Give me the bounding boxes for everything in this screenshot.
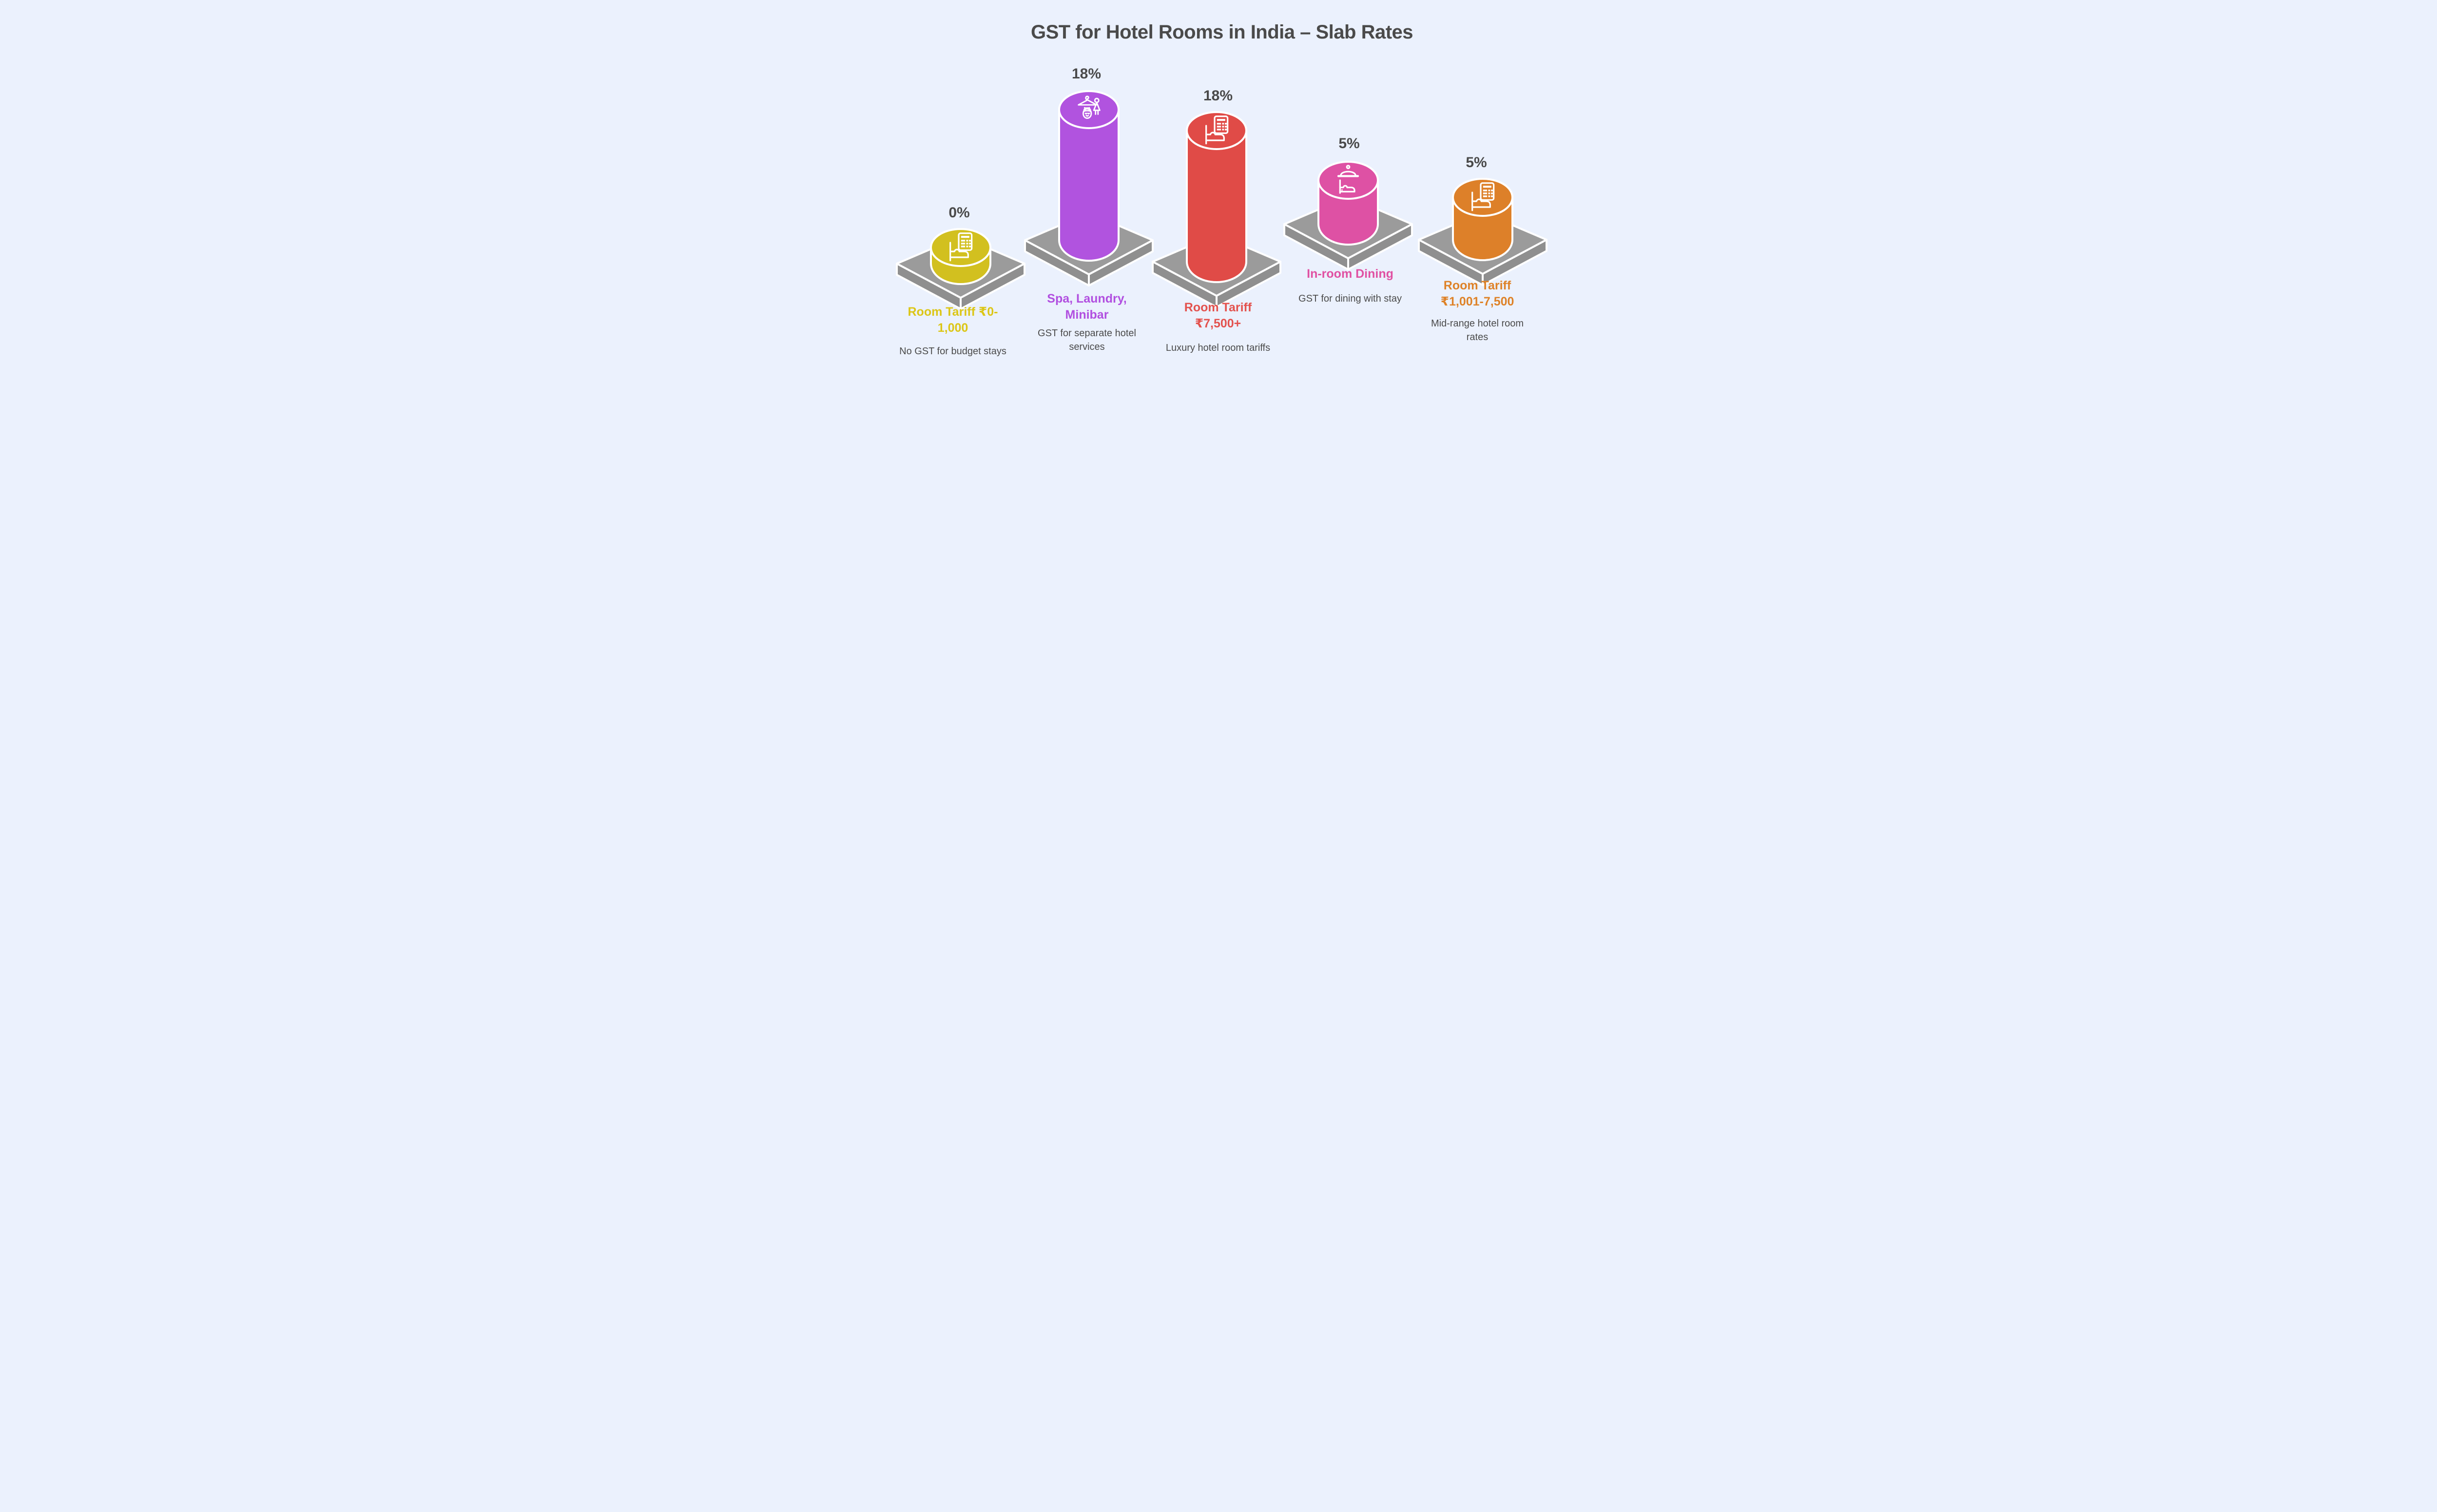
slab-group-3 bbox=[1283, 161, 1413, 270]
slab-category-3: In-room Dining bbox=[1307, 267, 1393, 281]
infographic-canvas: GST for Hotel Rooms in India – Slab Rate… bbox=[864, 0, 1573, 378]
slab-category-1: Spa, Laundry, Minibar bbox=[1047, 292, 1127, 322]
slab-category-2: Room Tariff ₹7,500+ bbox=[1184, 301, 1252, 330]
slab-description-2: Luxury hotel room tariffs bbox=[1165, 343, 1271, 353]
gst-rate-label-4: 5% bbox=[1466, 154, 1487, 171]
slab-category-4: Room Tariff ₹1,001-7,500 bbox=[1440, 279, 1514, 308]
slab-description-1: GST for separate hotel services bbox=[1038, 328, 1136, 352]
cylinder-top bbox=[1452, 178, 1513, 217]
gst-rate-label-0: 0% bbox=[948, 205, 970, 221]
slab-group-0 bbox=[896, 228, 1025, 310]
slab-category-0: Room Tariff ₹0- 1,000 bbox=[908, 305, 998, 335]
slab-group-1 bbox=[1024, 90, 1154, 287]
cylinder-top bbox=[1317, 161, 1379, 200]
gst-rate-label-2: 18% bbox=[1203, 88, 1233, 104]
gst-rate-label-3: 5% bbox=[1338, 135, 1360, 152]
slab-description-4: Mid-range hotel room rates bbox=[1431, 318, 1524, 343]
slab-group-4 bbox=[1418, 178, 1547, 286]
cylinder-top bbox=[1186, 111, 1247, 150]
gst-rate-label-1: 18% bbox=[1071, 66, 1102, 82]
chart-title: GST for Hotel Rooms in India – Slab Rate… bbox=[1030, 21, 1413, 43]
chart-canvas bbox=[896, 90, 1547, 310]
slab-group-2 bbox=[1152, 111, 1281, 308]
slab-description-3: GST for dining with stay bbox=[1298, 293, 1402, 304]
cylinder-top bbox=[930, 228, 991, 267]
slab-description-0: No GST for budget stays bbox=[899, 346, 1006, 357]
